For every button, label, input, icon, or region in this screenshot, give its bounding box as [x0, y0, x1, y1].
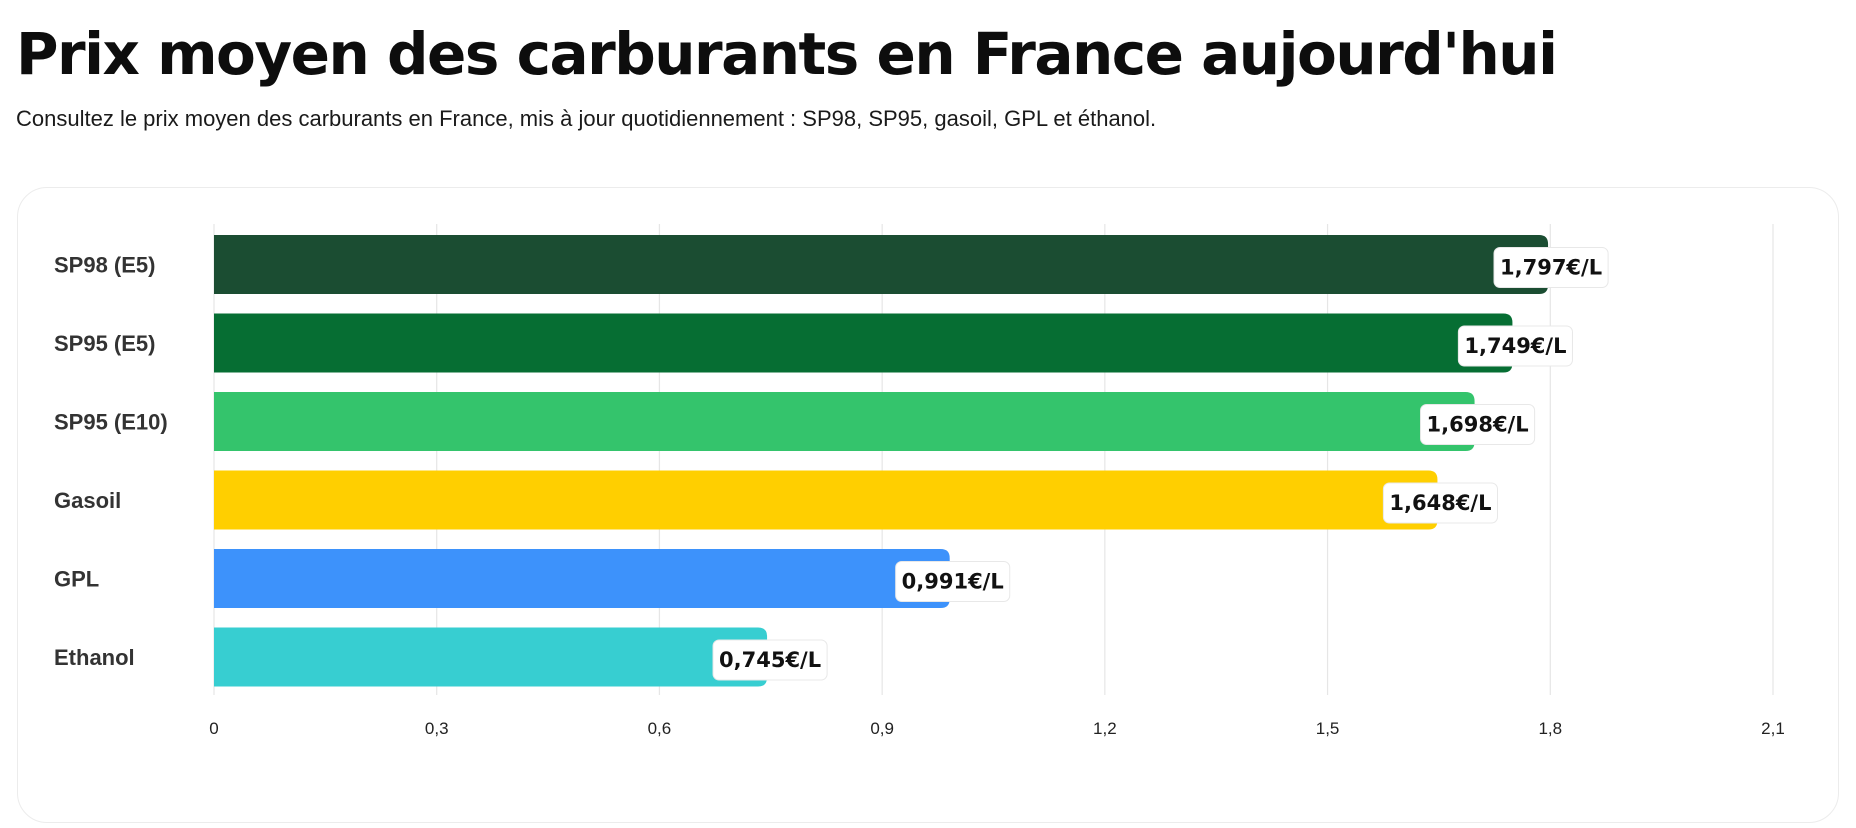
- value-label: 1,749€/L: [1464, 334, 1566, 358]
- value-label: 1,797€/L: [1500, 256, 1602, 280]
- x-tick-label: 2,1: [1761, 719, 1785, 738]
- x-tick-label: 0,6: [648, 719, 672, 738]
- x-tick-label: 1,2: [1093, 719, 1117, 738]
- value-label-group: 1,749€/L: [1457, 325, 1573, 367]
- bar[interactable]: [214, 549, 950, 608]
- x-tick-label: 1,5: [1316, 719, 1340, 738]
- bar[interactable]: [214, 470, 1438, 530]
- value-label-group: 0,991€/L: [895, 561, 1011, 602]
- value-label-box: [1420, 404, 1536, 445]
- value-label: 1,648€/L: [1389, 491, 1491, 515]
- category-label: SP95 (E5): [54, 331, 156, 356]
- value-label-box: [1382, 482, 1498, 524]
- category-label: Gasoil: [54, 488, 121, 513]
- value-label: 0,745€/L: [719, 648, 821, 672]
- gridlines: [213, 224, 1774, 695]
- page-subtitle: Consultez le prix moyen des carburants e…: [16, 106, 1157, 131]
- category-labels: SP98 (E5) SP95 (E5) SP95 (E10) Gasoil GPL Eth…: [54, 253, 168, 671]
- value-label-group: 1,797€/L: [1493, 247, 1609, 288]
- x-tick-label: 0,3: [425, 719, 449, 738]
- x-tick-label: 0: [209, 719, 218, 738]
- value-label-box: [895, 561, 1011, 602]
- category-label: SP98 (E5): [54, 253, 156, 278]
- category-label: SP95 (E10): [54, 410, 168, 435]
- value-label: 0,991€/L: [902, 570, 1004, 594]
- category-label: Ethanol: [54, 645, 135, 670]
- bar[interactable]: [214, 235, 1549, 294]
- x-tick-label: 0,9: [870, 719, 894, 738]
- value-label-box: [1493, 247, 1609, 288]
- bars: [214, 235, 1549, 687]
- value-label-group: 1,698€/L: [1420, 404, 1536, 445]
- value-labels: 1,797€/L 1,749€/L 1,698€/L 1,648€/L 0,991€/L…: [712, 247, 1609, 681]
- value-label: 1,698€/L: [1427, 413, 1529, 437]
- page-title: Prix moyen des carburants en France aujo…: [16, 20, 1558, 88]
- value-label-box: [712, 639, 828, 681]
- x-axis-ticks: 0 0,3 0,6 0,9 1,2 1,5 1,8 2,1: [209, 719, 1785, 738]
- category-label: GPL: [54, 567, 99, 592]
- x-tick-label: 1,8: [1538, 719, 1562, 738]
- bar[interactable]: [214, 392, 1475, 451]
- value-label-group: 0,745€/L: [712, 639, 828, 681]
- value-label-group: 1,648€/L: [1382, 482, 1498, 524]
- value-label-box: [1457, 325, 1573, 367]
- bar[interactable]: [214, 627, 768, 687]
- bar[interactable]: [214, 313, 1513, 373]
